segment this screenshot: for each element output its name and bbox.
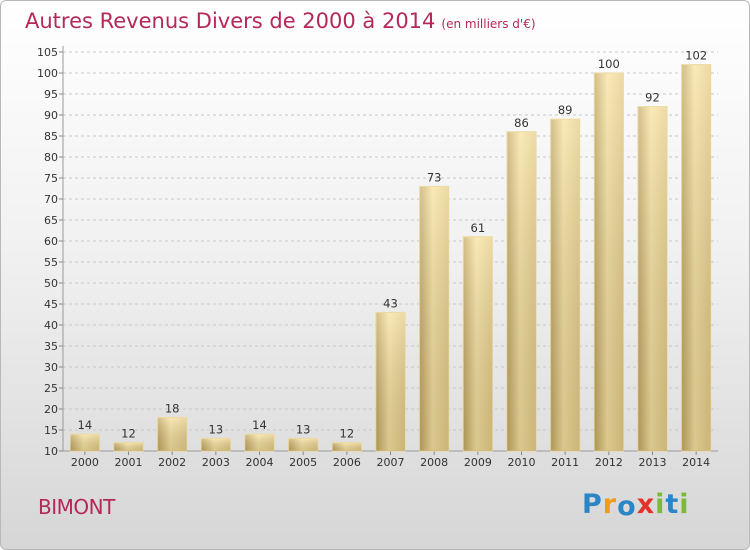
x-tick-label-2010: 2010: [508, 456, 536, 469]
data-label-2004: 14: [252, 418, 267, 432]
bar-shade-2007: [376, 312, 405, 451]
data-label-2007: 43: [383, 296, 398, 310]
y-tick-label-65: 65: [44, 214, 58, 227]
data-label-2009: 61: [471, 221, 486, 235]
x-tick-label-2011: 2011: [551, 456, 579, 469]
y-tick-label-45: 45: [44, 298, 58, 311]
y-tick-label-35: 35: [44, 340, 58, 353]
data-label-2005: 13: [296, 422, 311, 436]
bar-shade-2013: [638, 106, 667, 451]
logo-letter: x: [636, 489, 656, 520]
bars: [69, 64, 712, 452]
bar-shade-2005: [288, 438, 318, 451]
y-tick-label-60: 60: [44, 235, 58, 248]
data-label-2001: 12: [121, 427, 136, 441]
data-label-2002: 18: [165, 401, 180, 415]
x-tick-label-2004: 2004: [246, 456, 274, 469]
bar-shade-2012: [594, 73, 624, 451]
bar-shade-2001: [114, 442, 143, 451]
x-tick-label-2002: 2002: [158, 456, 186, 469]
proxiti-logo: Proxiti: [582, 489, 690, 522]
y-tick-label-85: 85: [44, 130, 58, 143]
y-tick-label-100: 100: [37, 67, 58, 80]
x-tick-label-2005: 2005: [289, 456, 317, 469]
x-tick-label-2013: 2013: [639, 456, 667, 469]
y-tick-label-10: 10: [44, 445, 58, 458]
x-tick-label-2000: 2000: [71, 456, 99, 469]
data-label-2008: 73: [427, 170, 442, 184]
data-label-2003: 13: [209, 422, 224, 436]
bar-shade-2008: [419, 186, 449, 451]
bar-shade-2003: [201, 438, 231, 451]
data-label-2014: 102: [685, 49, 707, 63]
town-name: BIMONT: [38, 495, 115, 519]
x-tick-label-2001: 2001: [115, 456, 143, 469]
data-label-2013: 92: [645, 91, 660, 105]
data-label-2012: 100: [598, 57, 620, 71]
chart-title: Autres Revenus Divers de 2000 à 2014 (en …: [25, 9, 536, 33]
labels: 14 12 18 13 14 13 12 43 73 61 86 89 100 92 102: [78, 49, 708, 441]
logo-letter: i: [679, 489, 690, 520]
y-tick-label-20: 20: [44, 403, 58, 416]
y-tick-label-50: 50: [44, 277, 58, 290]
logo-letter: o: [617, 491, 637, 522]
y-tick-label-25: 25: [44, 382, 58, 395]
x-tick-label-2006: 2006: [333, 456, 361, 469]
axes: 1015202530354045505560657075808590951001…: [37, 46, 718, 469]
y-tick-label-95: 95: [44, 88, 58, 101]
x-tick-label-2003: 2003: [202, 456, 230, 469]
data-label-2000: 14: [78, 418, 93, 432]
y-tick-label-75: 75: [44, 172, 58, 185]
x-tick-label-2014: 2014: [682, 456, 710, 469]
y-tick-label-15: 15: [44, 424, 58, 437]
bar-shade-2004: [245, 434, 274, 451]
logo-letter: P: [582, 489, 603, 520]
bar-shade-2006: [332, 442, 362, 451]
y-tick-label-55: 55: [44, 256, 58, 269]
logo-letter: t: [665, 489, 680, 520]
chart-unit: (en milliers d'€): [441, 17, 536, 31]
bar-shade-2009: [463, 236, 493, 451]
y-tick-label-105: 105: [37, 46, 58, 59]
bar-shade-2014: [681, 64, 711, 451]
x-tick-label-2007: 2007: [377, 456, 405, 469]
data-label-2011: 89: [558, 103, 573, 117]
bar-shade-2002: [157, 417, 187, 451]
bar-shade-2010: [507, 131, 536, 452]
y-tick-label-40: 40: [44, 319, 58, 332]
y-tick-label-70: 70: [44, 193, 58, 206]
y-tick-label-30: 30: [44, 361, 58, 374]
x-tick-label-2008: 2008: [420, 456, 448, 469]
x-tick-label-2012: 2012: [595, 456, 623, 469]
logo-letter: r: [602, 489, 618, 520]
chart-title-text: Autres Revenus Divers de 2000 à 2014: [25, 9, 436, 33]
x-tick-label-2009: 2009: [464, 456, 492, 469]
bar-shade-2011: [550, 119, 580, 451]
bar-shade-2000: [70, 434, 100, 451]
logo-letter: i: [655, 489, 666, 520]
y-tick-label-80: 80: [44, 151, 58, 164]
data-label-2010: 86: [514, 116, 529, 130]
y-tick-label-90: 90: [44, 109, 58, 122]
data-label-2006: 12: [340, 427, 355, 441]
